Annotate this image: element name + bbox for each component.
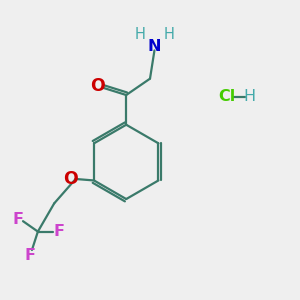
Text: H: H bbox=[163, 27, 174, 42]
Text: O: O bbox=[90, 77, 104, 95]
Text: F: F bbox=[12, 212, 23, 227]
Text: H: H bbox=[244, 89, 256, 104]
Text: O: O bbox=[64, 170, 78, 188]
Text: Cl: Cl bbox=[219, 89, 236, 104]
Text: F: F bbox=[53, 224, 64, 239]
Text: N: N bbox=[148, 39, 161, 54]
Text: H: H bbox=[135, 27, 146, 42]
Text: F: F bbox=[25, 248, 36, 263]
